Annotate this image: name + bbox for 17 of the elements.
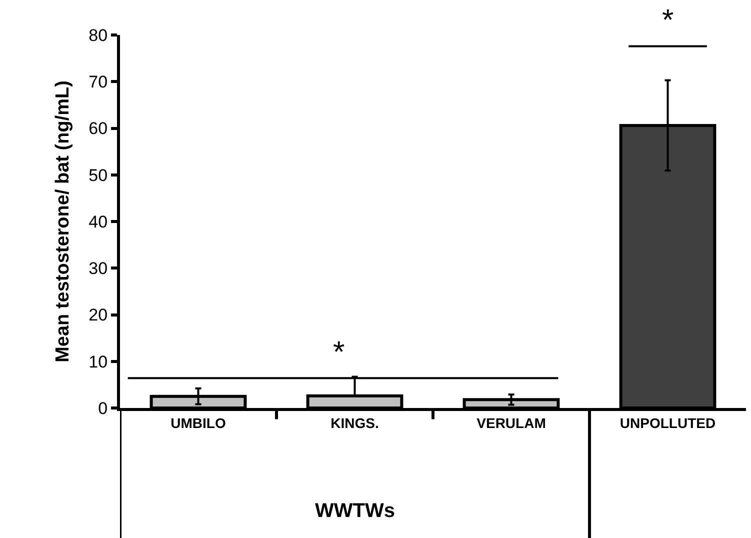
x-tick-label: UNPOLLUTED <box>620 414 716 431</box>
y-tick-label: 30 <box>88 259 108 278</box>
annotation: * <box>333 336 345 369</box>
y-tick-label: 60 <box>88 119 108 138</box>
y-tick-label: 10 <box>88 352 108 372</box>
y-tick-label: 50 <box>88 166 108 185</box>
x-axis-title: WWTWs <box>315 500 395 522</box>
y-tick-label: 0 <box>98 398 108 418</box>
y-tick-label: 70 <box>88 72 108 92</box>
y-axis-title: Mean testosterone/ bat (ng/mL) <box>52 80 74 362</box>
y-tick-label: 40 <box>88 212 108 232</box>
y-tick-label: 80 <box>88 26 108 45</box>
y-tick-label: 20 <box>88 306 108 325</box>
x-tick-label: UMBILO <box>170 414 226 431</box>
x-tick-label: KINGS. <box>330 414 379 431</box>
annotation: * <box>662 4 674 37</box>
x-tick-label: VERULAM <box>476 414 546 431</box>
